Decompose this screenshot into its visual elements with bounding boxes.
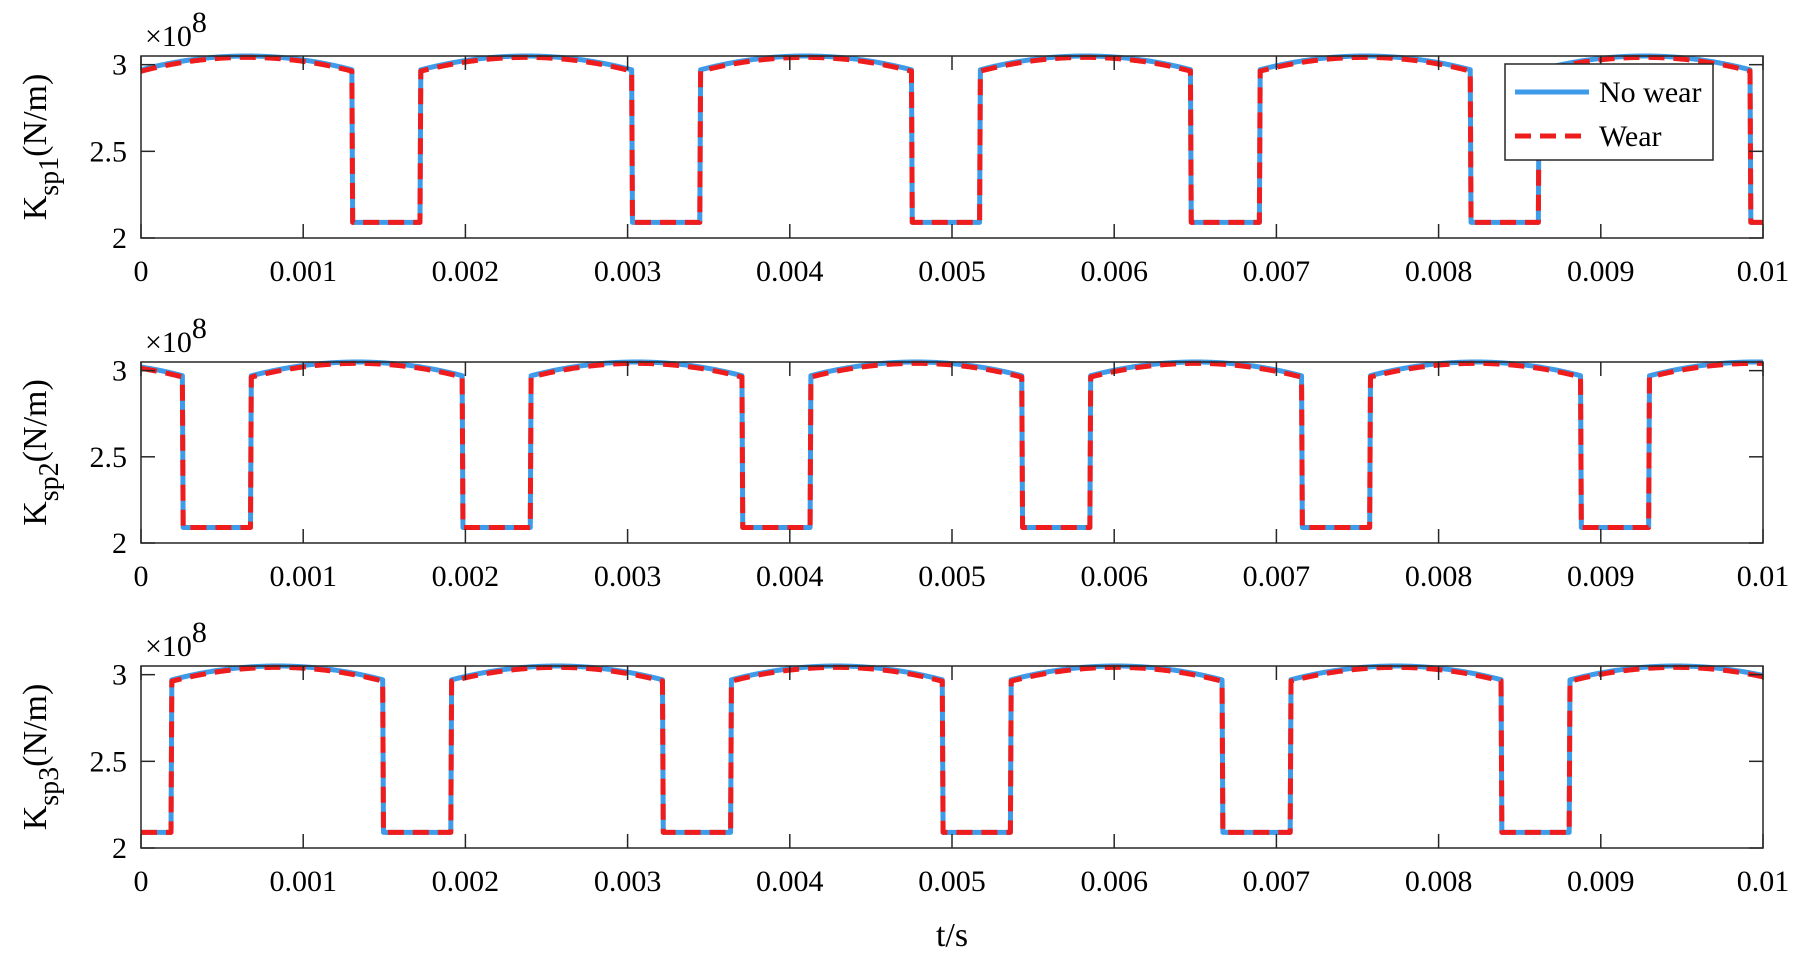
x-tick-label: 0.005 [918, 255, 986, 288]
x-tick-label: 0 [134, 865, 149, 898]
y-multiplier-base: ×10 [145, 326, 192, 359]
y-multiplier: ×108 [145, 6, 207, 53]
y-multiplier-base: ×10 [145, 630, 192, 663]
y-tick-label: 3 [112, 355, 127, 388]
x-tick-label: 0.01 [1737, 560, 1790, 593]
x-tick-label: 0.009 [1567, 255, 1635, 288]
y-tick-label: 2 [112, 832, 127, 865]
y-multiplier: ×108 [145, 616, 207, 663]
x-tick-label: 0.008 [1405, 560, 1473, 593]
x-tick-label: 0.009 [1567, 560, 1635, 593]
x-tick-label: 0.009 [1567, 865, 1635, 898]
x-tick-label: 0.005 [918, 865, 986, 898]
x-axis-label: t/s [936, 917, 968, 954]
x-tick-label: 0.001 [269, 865, 337, 898]
x-tick-label: 0.008 [1405, 255, 1473, 288]
x-tick-label: 0.006 [1080, 255, 1148, 288]
series-line-no-wear [139, 663, 1765, 835]
y-tick-label: 3 [112, 659, 127, 692]
y-multiplier-exp: 8 [192, 616, 207, 649]
x-tick-label: 0.001 [269, 255, 337, 288]
legend: No wear Wear [1504, 63, 1714, 161]
y-tick-label: 2.5 [90, 441, 128, 474]
y-axis-label: Ksp3(N/m) [17, 684, 65, 831]
series-line-no-wear [139, 53, 1765, 225]
y-tick-label: 2 [112, 527, 127, 560]
x-tick-label: 0.004 [756, 560, 824, 593]
y-axis-label: Ksp2(N/m) [17, 379, 65, 526]
y-axis-label-unit: (N/m) [17, 74, 54, 157]
y-multiplier-exp: 8 [192, 312, 207, 345]
y-multiplier: ×108 [145, 312, 207, 359]
x-tick-label: 0.001 [269, 560, 337, 593]
x-tick-label: 0.003 [594, 255, 662, 288]
y-axis-label-unit: (N/m) [17, 684, 54, 767]
x-tick-label: 0.002 [432, 865, 500, 898]
x-tick-label: 0.004 [756, 865, 824, 898]
y-axis-label-subscript: sp1 [34, 157, 65, 196]
legend-box [1504, 63, 1714, 161]
y-tick-label: 2 [112, 222, 127, 255]
x-tick-label: 0 [134, 560, 149, 593]
axes-box [140, 361, 1764, 544]
y-axis-label-main: K [17, 195, 54, 220]
x-tick-label: 0.007 [1243, 865, 1311, 898]
x-tick-label: 0.006 [1080, 560, 1148, 593]
x-tick-label: 0.007 [1243, 560, 1311, 593]
series-line-no-wear [139, 359, 1765, 530]
x-tick-label: 0.01 [1737, 865, 1790, 898]
legend-label-no-wear: No wear [1599, 76, 1701, 109]
subplot-3: 0 0.001 0.002 0.003 0.004 0.005 0.006 0.007 0.00… [17, 616, 1789, 954]
y-axis-label-unit: (N/m) [17, 379, 54, 462]
x-tick-label: 0.004 [756, 255, 824, 288]
series-line-wear [139, 360, 1765, 530]
x-tick-label: 0.007 [1243, 255, 1311, 288]
y-axis-label-subscript: sp3 [34, 767, 65, 806]
x-tick-label: 0.005 [918, 560, 986, 593]
x-tick-label: 0.002 [432, 560, 500, 593]
y-tick-label: 2.5 [90, 745, 128, 778]
subplot-2: 0 0.001 0.002 0.003 0.004 0.005 0.006 0.007 0.00… [17, 312, 1789, 593]
x-tick-label: 0.01 [1737, 255, 1790, 288]
x-tick-label: 0.008 [1405, 865, 1473, 898]
y-multiplier-exp: 8 [192, 6, 207, 39]
y-axis-label-subscript: sp2 [34, 462, 65, 501]
x-tick-label: 0.002 [432, 255, 500, 288]
y-axis-label-main: K [17, 501, 54, 526]
y-axis-label: Ksp1(N/m) [17, 74, 65, 221]
y-multiplier-base: ×10 [145, 20, 192, 53]
x-tick-label: 0.006 [1080, 865, 1148, 898]
x-tick-label: 0.003 [594, 560, 662, 593]
x-tick-label: 0 [134, 255, 149, 288]
x-tick-label: 0.003 [594, 865, 662, 898]
legend-label-wear: Wear [1599, 120, 1662, 153]
subplot-1: 0 0.001 0.002 0.003 0.004 0.005 0.006 0.007 0.00… [17, 6, 1789, 288]
y-tick-label: 3 [112, 49, 127, 82]
y-axis-label-main: K [17, 805, 54, 830]
y-tick-label: 2.5 [90, 135, 128, 168]
